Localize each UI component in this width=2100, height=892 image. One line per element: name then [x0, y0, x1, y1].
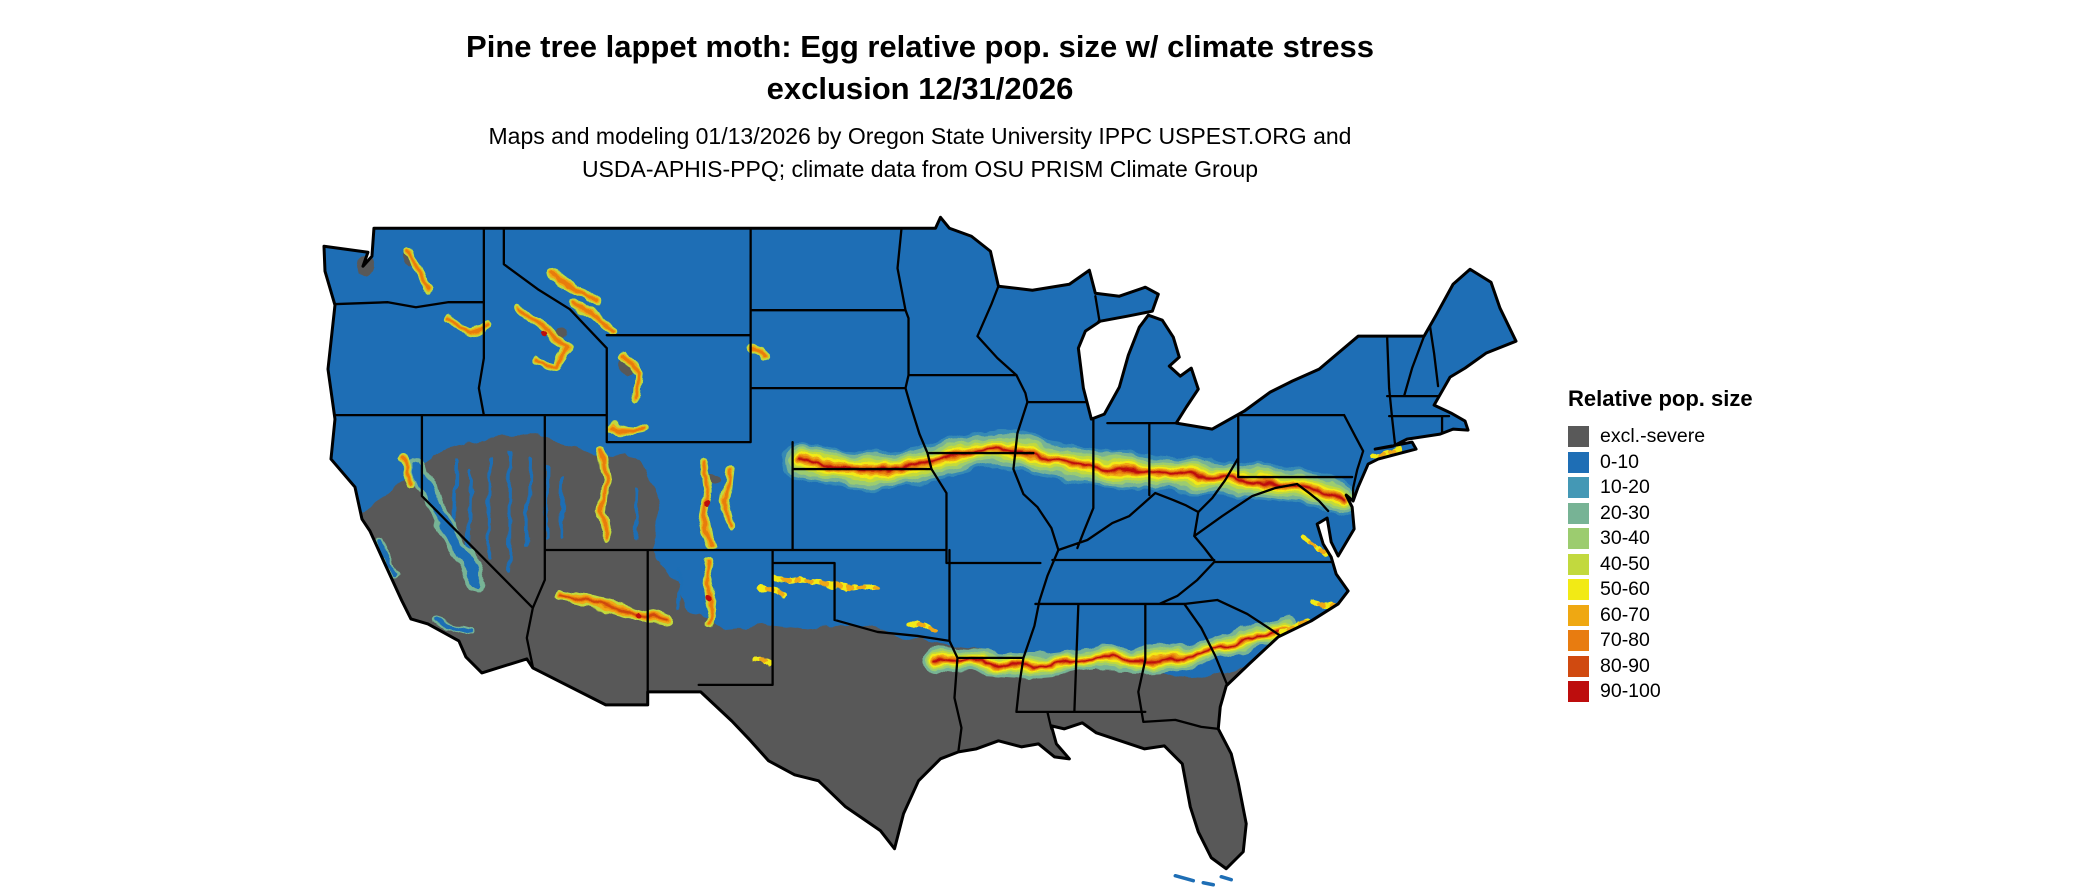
legend-item: 60-70 [1568, 603, 1753, 629]
title-line-2: exclusion 12/31/2026 [766, 71, 1074, 106]
legend-label: 30-40 [1600, 527, 1650, 550]
legend-swatch [1568, 528, 1589, 550]
subtitle-line-1: Maps and modeling 01/13/2026 by Oregon S… [488, 123, 1352, 149]
legend-item: excl.-severe [1568, 424, 1753, 450]
legend-item: 20-30 [1568, 501, 1753, 527]
legend-swatch [1568, 553, 1589, 575]
legend-swatch [1568, 579, 1589, 601]
title-line-1: Pine tree lappet moth: Egg relative pop.… [466, 29, 1374, 64]
legend-label: 40-50 [1600, 552, 1650, 575]
page-subtitle: Maps and modeling 01/13/2026 by Oregon S… [0, 120, 1840, 186]
subtitle-line-2: USDA-APHIS-PPQ; climate data from OSU PR… [581, 156, 1259, 182]
legend-items: excl.-severe 0-10 10-20 20-30 30-40 40-50 50-6… [1568, 424, 1753, 705]
us-outline [322, 215, 1518, 871]
legend-swatch [1568, 604, 1589, 626]
legend-label: 70-80 [1600, 629, 1650, 652]
legend-label: 80-90 [1600, 654, 1650, 677]
legend-label: 0-10 [1600, 450, 1640, 473]
legend-label: excl.-severe [1600, 425, 1706, 448]
legend-swatch [1568, 630, 1589, 652]
legend-swatch [1568, 451, 1589, 473]
legend-swatch [1568, 681, 1589, 703]
legend-item: 80-90 [1568, 654, 1753, 680]
legend-item: 30-40 [1568, 526, 1753, 552]
legend-label: 50-60 [1600, 578, 1650, 601]
legend-swatch [1568, 477, 1589, 499]
legend-swatch [1568, 502, 1589, 524]
state-borders [326, 227, 1451, 752]
legend-item: 70-80 [1568, 628, 1753, 654]
legend-swatch [1568, 655, 1589, 677]
legend-item: 0-10 [1568, 450, 1753, 476]
legend-item: 40-50 [1568, 552, 1753, 578]
legend-swatch [1568, 426, 1589, 448]
legend-label: 90-100 [1600, 680, 1661, 703]
legend-label: 60-70 [1600, 603, 1650, 626]
legend-item: 90-100 [1568, 679, 1753, 705]
us-map-svg [322, 215, 1518, 887]
page-title: Pine tree lappet moth: Egg relative pop.… [0, 26, 1840, 110]
florida-keys [1173, 873, 1233, 887]
legend-label: 20-30 [1600, 501, 1650, 524]
legend-title: Relative pop. size [1568, 386, 1753, 411]
western-mountain-bands [400, 253, 764, 622]
us-map [308, 208, 1527, 892]
map-legend: Relative pop. size excl.-severe 0-10 10-20… [1568, 386, 1753, 705]
legend-item: 50-60 [1568, 577, 1753, 603]
legend-item: 10-20 [1568, 475, 1753, 501]
legend-label: 10-20 [1600, 476, 1650, 499]
